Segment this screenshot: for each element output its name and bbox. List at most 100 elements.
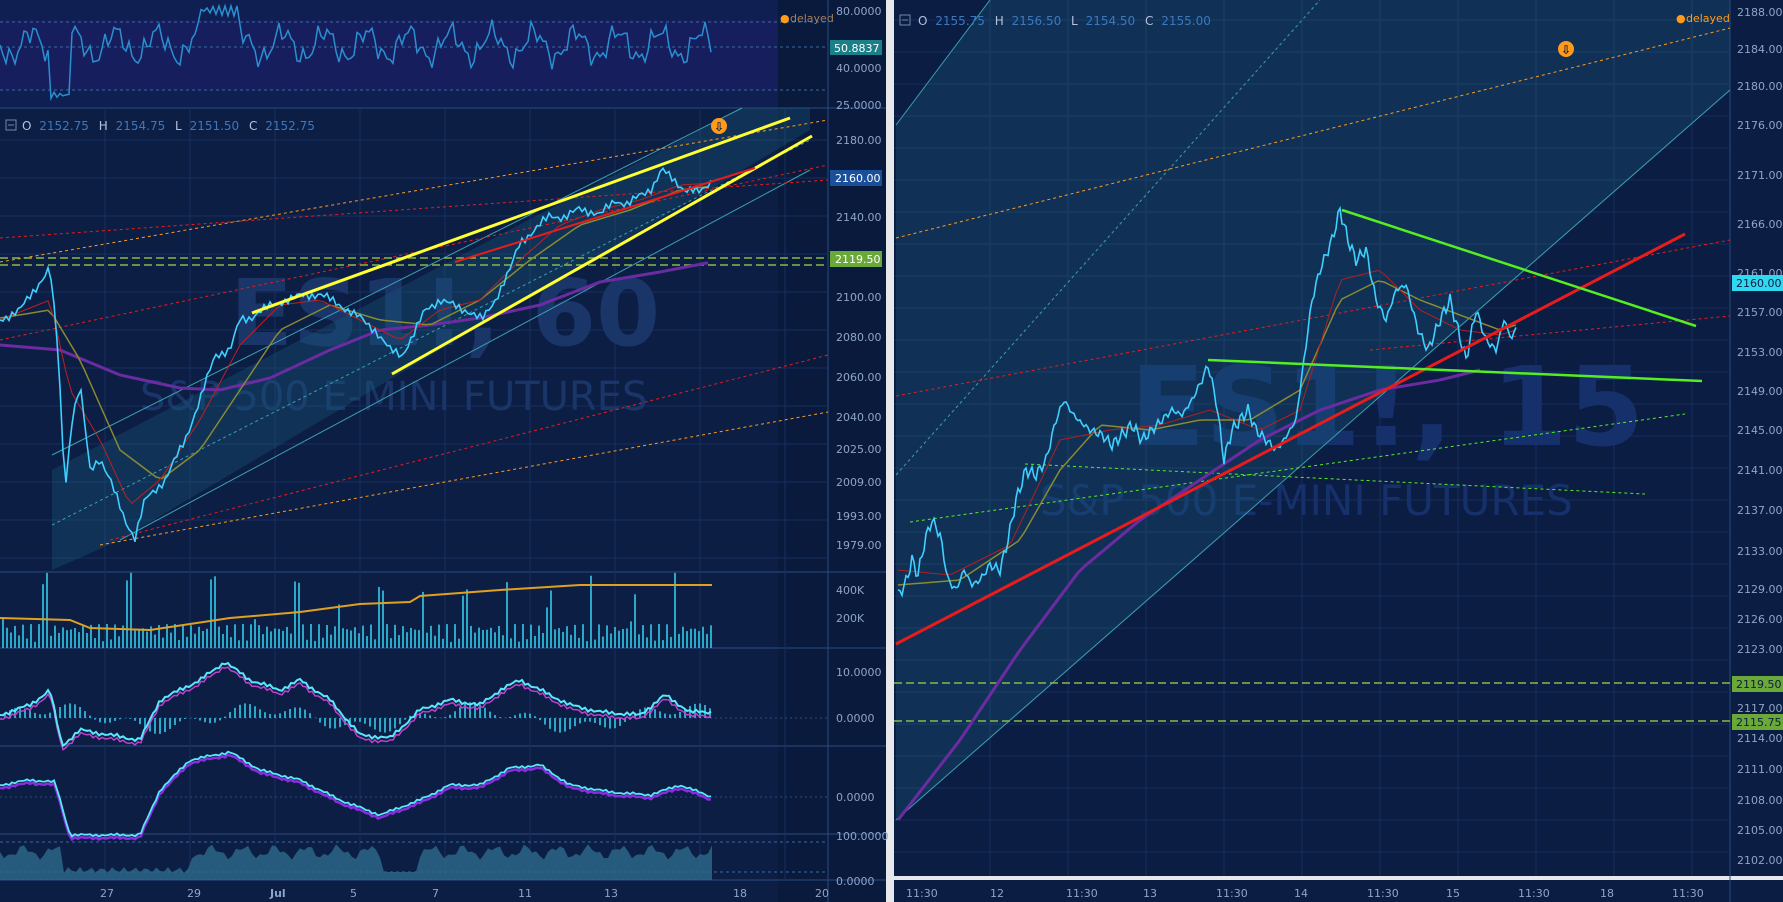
right-price-pane[interactable]: ES1!, 15 S&P 500 E-MINI FUTURES ⇩: [894, 0, 1783, 900]
right-y-tick: 2117.00: [1737, 702, 1783, 715]
macd-bar: [144, 718, 146, 728]
volume-bar: [462, 595, 464, 648]
volume-bar: [202, 631, 204, 648]
volume-bar: [554, 629, 556, 648]
volume-bar: [194, 633, 196, 648]
volume-bar: [502, 635, 504, 648]
macd-bar: [234, 707, 236, 718]
right-y-tick: 2153.00: [1737, 346, 1783, 359]
macd-bar: [154, 718, 156, 734]
chart-divider[interactable]: [886, 0, 894, 902]
right-y-tick: 2108.00: [1737, 794, 1783, 807]
left-x-tick: 7: [432, 887, 439, 900]
volume-bar: [410, 627, 412, 648]
left-grid: [0, 108, 828, 880]
macd-bar: [259, 709, 261, 718]
macd-bar: [19, 707, 21, 718]
volume-bar: [666, 624, 668, 648]
left-x-axis[interactable]: 27 29 Jul 5 7 11 13 18 20: [100, 887, 829, 900]
volume-bar: [702, 626, 704, 648]
left-last-price-badge: [830, 170, 882, 186]
volume-bar: [650, 624, 652, 648]
left-ma-purple: [0, 261, 709, 392]
right-watermark-name: S&P 500 E-MINI FUTURES: [1040, 476, 1573, 525]
volume-bar: [574, 624, 576, 648]
macd-pane[interactable]: 10.0000 0.0000: [0, 661, 882, 751]
vol3-tick-0: 0.0000: [836, 875, 875, 888]
left-x-tick: 11: [518, 887, 532, 900]
volume-bar: [570, 634, 572, 648]
volume-bar: [582, 624, 584, 648]
macd-bar: [624, 718, 626, 722]
volume-bar: [214, 576, 216, 648]
left-y-axis[interactable]: 2180.00 2140.00 2100.00 2080.00 2060.00 2040.…: [836, 134, 882, 552]
right-y-tick: 2176.00: [1737, 119, 1783, 132]
right-y-axis[interactable]: 2188.00 2184.00 2180.00 2176.00 2171.00 2166.…: [1737, 6, 1783, 867]
volume-bar: [314, 640, 316, 648]
left-chart-bg: [0, 0, 778, 902]
right-green-trend-lower[interactable]: [1207, 358, 1703, 383]
volume-bar: [22, 624, 24, 648]
right-red-trend[interactable]: [895, 232, 1686, 646]
volume-bar: [186, 636, 188, 648]
volatility-pane[interactable]: 100.0000 0.0000: [0, 830, 889, 888]
event-marker-left[interactable]: [711, 118, 727, 134]
volume-bar: [626, 628, 628, 648]
volume-bar: [234, 624, 236, 648]
volume-bar: [350, 630, 352, 648]
left-level-badge: [830, 251, 882, 267]
macd-bar: [514, 715, 516, 718]
right-y-tick: 2149.00: [1737, 385, 1783, 398]
rsi-pane[interactable]: ● delayed 80.0000 40.0000 25.0000 50.883…: [0, 3, 882, 112]
left-collapse-icon[interactable]: [5, 119, 17, 131]
volume-bar: [690, 628, 692, 648]
right-x-tick: 11:30: [1518, 887, 1550, 900]
macd-bar: [69, 703, 71, 718]
event-marker-right[interactable]: [1558, 41, 1574, 57]
macd-bar: [319, 718, 321, 723]
left-yellow-trend-lower[interactable]: [391, 134, 813, 376]
volume-bar: [222, 634, 224, 648]
macd-bar: [109, 718, 111, 723]
volume-bar: [510, 638, 512, 648]
macd-bar: [699, 703, 701, 718]
macd-bar: [534, 716, 536, 718]
right-green-trend-upper[interactable]: [1341, 208, 1697, 328]
volume-bar: [102, 641, 104, 648]
macd-bar: [529, 713, 531, 718]
macd-bar: [564, 718, 566, 732]
left-y-tick: 1979.00: [836, 539, 882, 552]
right-x-axis[interactable]: 11:30 12 11:30 13 11:30 14 11:30 15 11:30 18 11:30: [906, 887, 1704, 900]
macd-tick-0: 0.0000: [836, 712, 875, 725]
volume-bar: [674, 572, 676, 648]
volume-bar: [598, 624, 600, 648]
right-collapse-icon[interactable]: [899, 14, 911, 26]
macd-bar: [679, 711, 681, 718]
volume-bar: [466, 589, 468, 648]
stoch-pane[interactable]: 0.0000: [0, 750, 875, 842]
left-red-trend-short[interactable]: [454, 167, 756, 263]
volume-bar: [154, 634, 156, 648]
volume-bar: [94, 638, 96, 648]
macd-bar: [299, 707, 301, 718]
volume-bar: [382, 590, 384, 648]
macd-bar: [449, 714, 451, 718]
volume-pane[interactable]: 400K 200K: [0, 572, 865, 648]
macd-bar: [354, 718, 356, 722]
left-regression-channel: [52, 108, 810, 570]
volume-bar: [450, 641, 452, 648]
macd-bar: [374, 718, 376, 730]
volume-tick-400k: 400K: [836, 584, 865, 597]
macd-bar: [484, 707, 486, 718]
volume-bar: [614, 627, 616, 648]
macd-bar: [199, 718, 201, 721]
macd-bar: [424, 713, 426, 718]
macd-bar: [489, 711, 491, 718]
left-y-tick: 2180.00: [836, 134, 882, 147]
right-y-tick: 2184.00: [1737, 43, 1783, 56]
macd-bar: [464, 704, 466, 718]
left-yellow-trend-upper[interactable]: [251, 116, 791, 315]
left-price-pane[interactable]: ES1!, 60 S&P 500 E-MINI FUTURES ⇩: [0, 107, 882, 570]
volume-bar: [618, 630, 620, 648]
